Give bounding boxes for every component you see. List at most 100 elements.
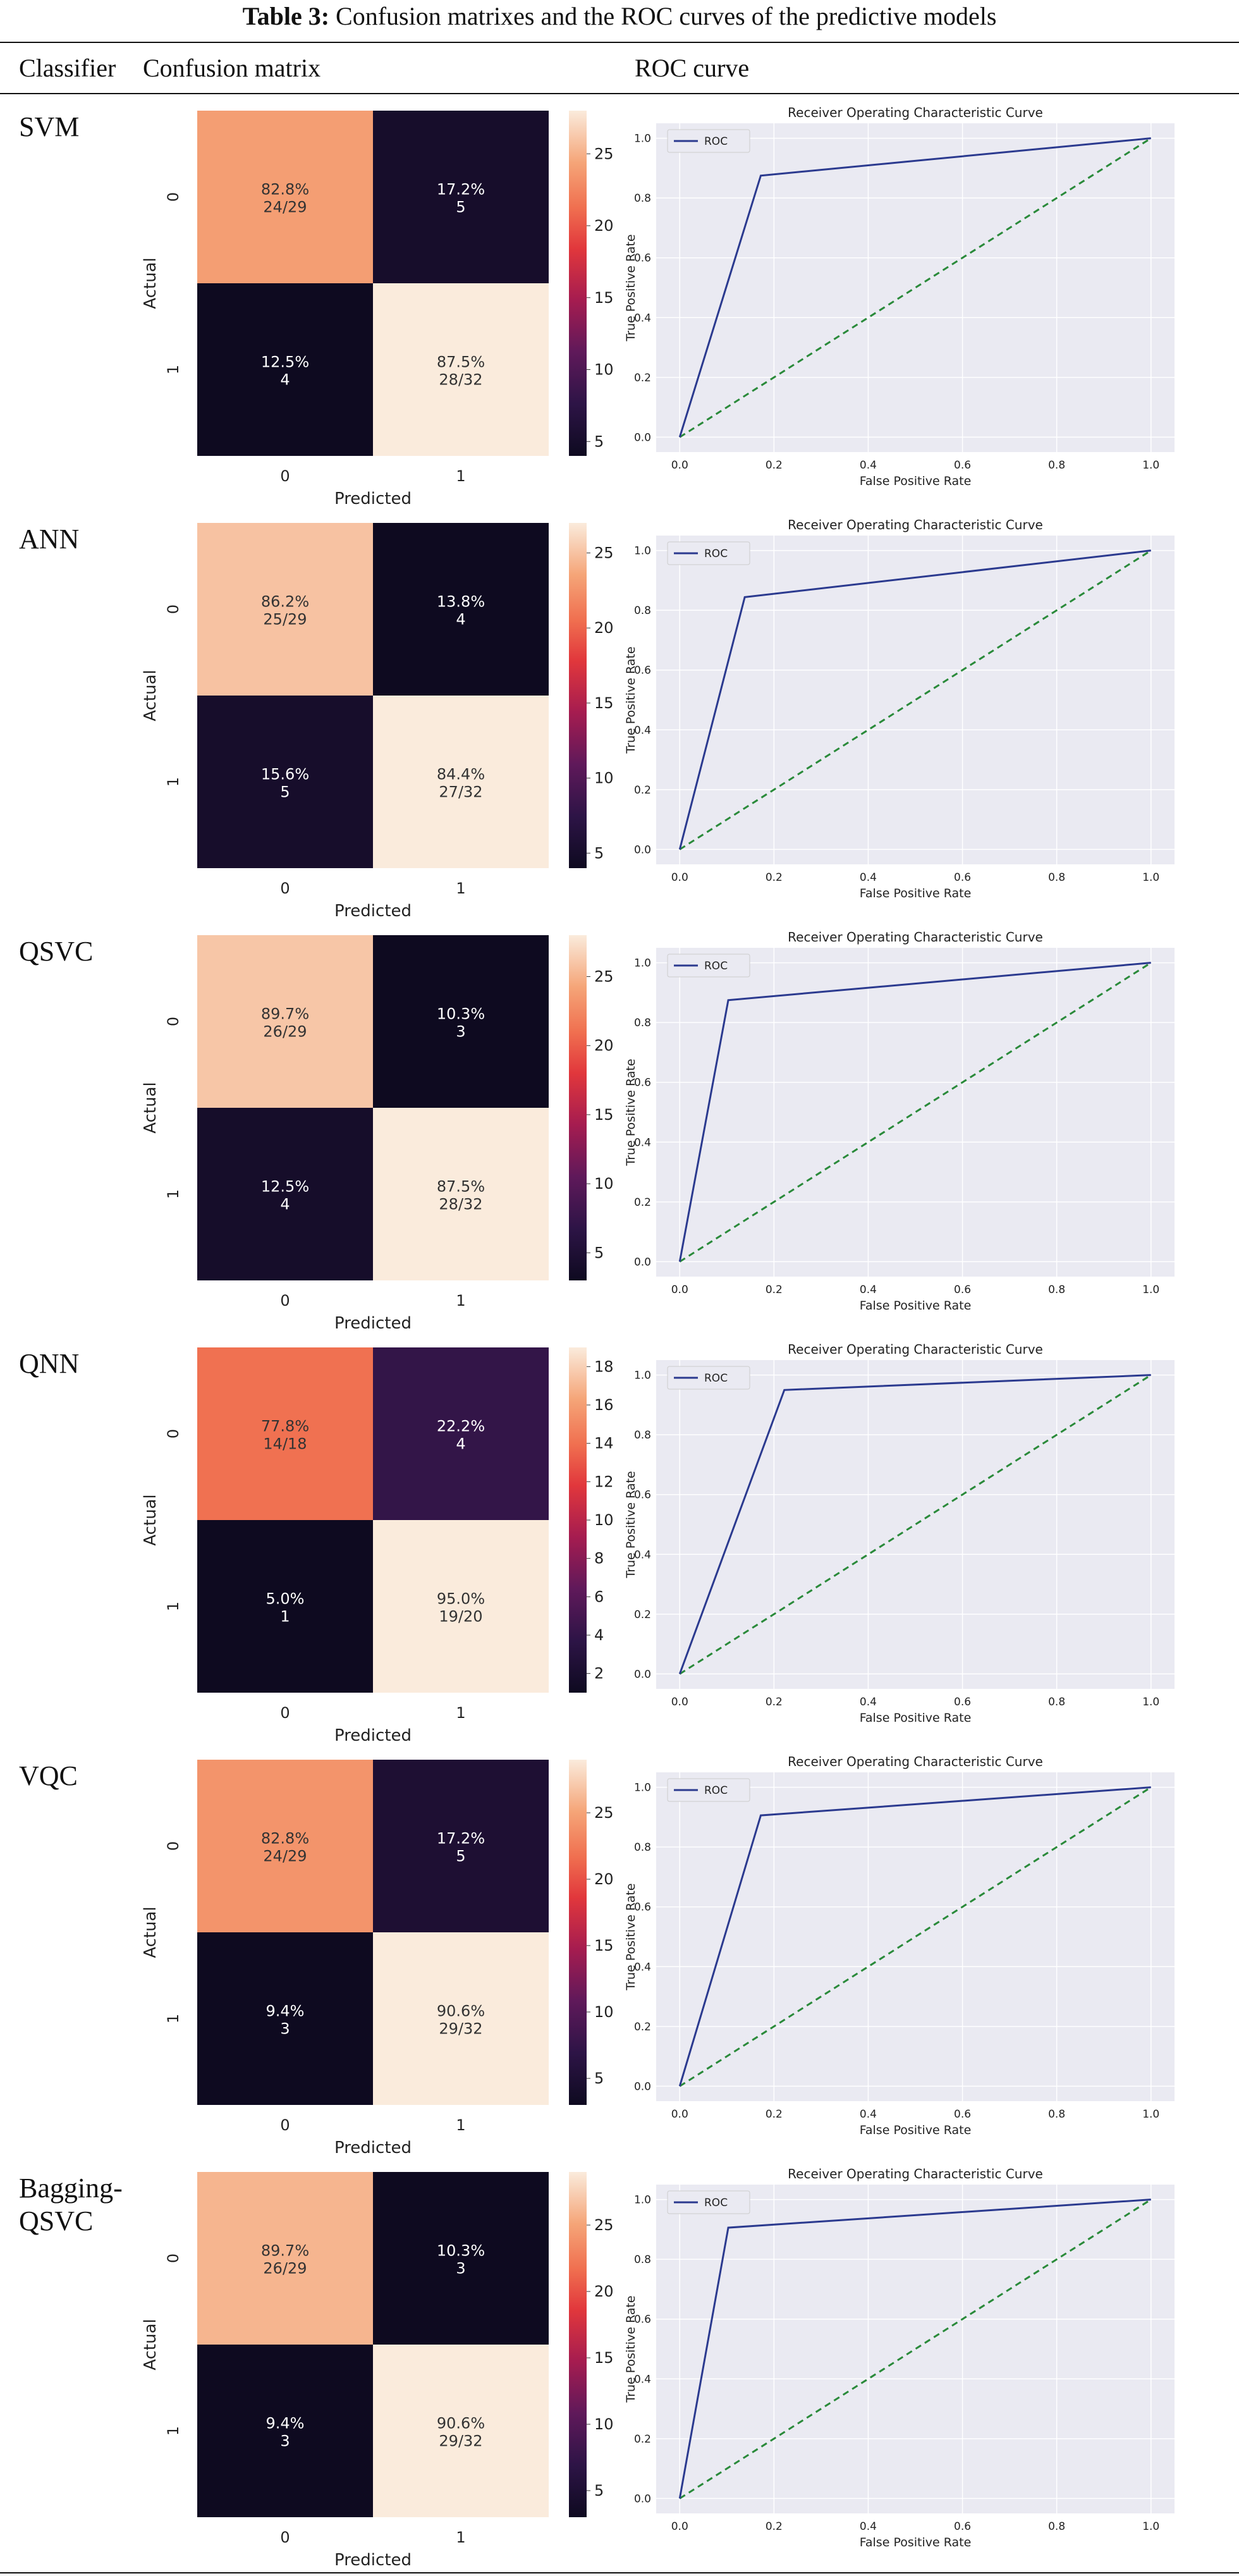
cell-percent: 87.5% [437, 353, 485, 371]
roc-y-tick-label: 0.6 [634, 252, 651, 265]
cell-count: 28/32 [439, 371, 482, 389]
roc-x-axis-label: False Positive Rate [860, 1711, 972, 1725]
x-tick-label: 0 [280, 467, 290, 485]
cell-percent: 82.8% [261, 1830, 309, 1848]
roc-x-tick-label: 0.0 [671, 2520, 688, 2533]
roc-diagonal-line [679, 1374, 1152, 1675]
roc-y-axis-label: True Positive Rate [626, 1883, 638, 1990]
cell-count: 24/29 [263, 199, 307, 216]
roc-x-tick-label: 0.4 [860, 871, 877, 884]
roc-legend [667, 954, 750, 978]
cell-count: 4 [456, 1435, 465, 1453]
roc-y-tick-label: 0.8 [634, 192, 651, 205]
x-tick-label: 0 [280, 2116, 290, 2134]
roc-x-tick-label: 0.4 [860, 1696, 877, 1708]
roc-series-line [678, 549, 1151, 850]
roc-y-tick-label: 0.8 [634, 2254, 651, 2266]
roc-y-tick-label: 1.0 [634, 133, 651, 145]
roc-diagonal-line [679, 1786, 1152, 2087]
roc-title: Receiver Operating Characteristic Curve [788, 105, 1043, 120]
y-tick-label: 1 [164, 1602, 182, 1611]
roc-x-tick-label: 0.0 [671, 459, 688, 472]
confusion-matrix-chart: 89.7%26/29 10.3%3 12.5%4 87.5%28/32 0 1 Actual… [141, 935, 614, 1333]
colorbar-tick-label: 2 [594, 1665, 604, 1683]
heatmap-cell [197, 111, 373, 283]
roc-legend [667, 2190, 750, 2214]
roc-x-tick-label: 1.0 [1142, 1284, 1159, 1296]
roc-diagonal-line [679, 962, 1152, 1263]
y-tick-label: 1 [164, 2426, 182, 2436]
roc-y-tick-label: 0.8 [634, 1429, 651, 1442]
roc-x-tick-label: 1.0 [1142, 459, 1159, 472]
roc-y-tick-label: 0.4 [634, 1549, 651, 1561]
roc-y-tick-label: 0.8 [634, 1017, 651, 1029]
cell-percent: 89.7% [261, 2242, 309, 2260]
roc-x-tick-label: 0.4 [860, 2520, 877, 2533]
heatmap-cell [373, 1932, 549, 2105]
heatmap-cell [373, 2345, 549, 2517]
roc-series-line [678, 137, 1151, 438]
colorbar-tick-label: 10 [594, 1175, 614, 1193]
classifier-name: VQC [19, 1760, 78, 1791]
heatmap-cell [197, 696, 373, 868]
roc-y-tick-label: 0.8 [634, 604, 651, 617]
table-row: VQC 82.8% 24/29 17.2% 5 9.4% 3 90.6% 29/32 0 1 Actu… [0, 1747, 1239, 2159]
cell-count: 1 [280, 1608, 290, 1626]
header-classifier: Classifier [19, 54, 116, 82]
roc-title: Receiver Operating Characteristic Curve [788, 2166, 1043, 2181]
roc-x-tick-label: 0.6 [954, 459, 971, 472]
roc-y-tick-label: 0.8 [634, 1841, 651, 1854]
colorbar-tick-label: 10 [594, 361, 614, 379]
x-tick-label: 1 [456, 1704, 465, 1722]
roc-y-tick-label: 0.4 [634, 312, 651, 324]
roc-series-line [678, 1786, 1151, 2087]
cell-count: 3 [456, 2260, 465, 2278]
colorbar-tick-label: 15 [594, 2349, 614, 2367]
colorbar-tick-label: 5 [594, 2070, 604, 2087]
colorbar-tick-label: 25 [594, 2216, 614, 2234]
heatmap-cell [373, 1760, 549, 1932]
cell-percent: 10.3% [437, 2242, 485, 2260]
roc-x-tick-label: 0.2 [766, 1696, 783, 1708]
y-axis-label: Actual [141, 1082, 160, 1133]
roc-y-tick-label: 0.2 [634, 372, 651, 384]
confusion-matrix-chart: 82.8%24/2917.2%512.5%487.5%28/3201Actual… [141, 111, 614, 508]
top-rule [0, 42, 1239, 43]
colorbar-tick-label: 5 [594, 844, 604, 862]
classifier-name: QSVC [19, 936, 94, 967]
cell-percent: 13.8% [437, 593, 485, 611]
roc-series-line [678, 1374, 1151, 1674]
roc-x-tick-label: 0.6 [954, 1696, 971, 1708]
roc-y-axis-label: True Positive Rate [626, 1058, 638, 1166]
roc-x-axis-label: False Positive Rate [860, 2123, 972, 2137]
cell-count: 19/20 [439, 1608, 482, 1626]
heatmap-cell [197, 523, 373, 696]
roc-x-tick-label: 0.0 [671, 1284, 688, 1296]
table-row: QSVC 89.7% 26/29 10.3% 3 12.5% 4 87.5% 28/32 0 1 Ac… [0, 923, 1239, 1335]
roc-title: Receiver Operating Characteristic Curve [788, 929, 1043, 945]
colorbar [569, 523, 587, 868]
roc-y-tick-label: 0.6 [634, 1489, 651, 1502]
cell-count: 3 [280, 2020, 290, 2038]
heatmap-cell [373, 283, 549, 456]
cell-count: 24/29 [263, 1848, 307, 1865]
cell-count: 25/29 [263, 611, 307, 629]
roc-curve-chart: Receiver Operating Characteristic Curve 0… [626, 1342, 1175, 1725]
cell-count: 3 [280, 2432, 290, 2450]
x-axis-label: Predicted [334, 1726, 412, 1745]
x-axis-label: Predicted [334, 902, 412, 921]
colorbar-tick-label: 10 [594, 770, 614, 787]
roc-x-tick-label: 0.8 [1048, 871, 1065, 884]
x-tick-label: 0 [280, 880, 290, 897]
colorbar [569, 2172, 587, 2517]
colorbar-tick-label: 5 [594, 432, 604, 450]
roc-y-tick-label: 0.2 [634, 1196, 651, 1209]
heatmap-cell [197, 1108, 373, 1280]
cell-percent: 5.0% [266, 1590, 305, 1608]
cell-percent: 77.8% [261, 1418, 309, 1435]
x-tick-label: 1 [456, 1292, 465, 1309]
table-row: ANN 86.2% 25/29 13.8% 4 15.6% 5 84.4% 27/32 0 1 Act… [0, 510, 1239, 923]
roc-y-tick-label: 0.6 [634, 1077, 651, 1089]
roc-legend [667, 1366, 750, 1390]
cell-percent: 15.6% [261, 766, 309, 783]
